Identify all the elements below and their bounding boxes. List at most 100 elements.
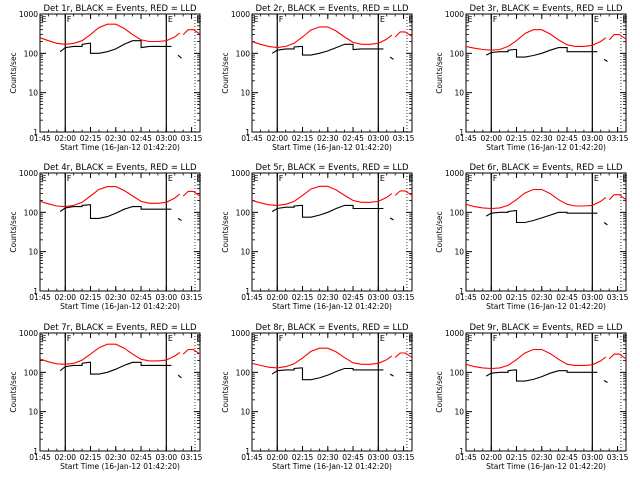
- panel-7-x-tick-label: 03:00: [156, 453, 178, 462]
- panel-7: Det 7r, BLACK = Events, RED = LLD 1 10 100 1…: [9, 323, 203, 471]
- panel-1-x-tick-label: 03:15: [181, 134, 203, 143]
- panel-9-x-tick-label: 02:00: [480, 453, 502, 462]
- panel-9-y-tick-label: 10: [454, 408, 464, 417]
- panel-4-x-tick-label: 02:15: [80, 293, 102, 302]
- panel-8-edge-marker-label: E: [408, 334, 413, 343]
- panel-5-series-4-line: [389, 217, 394, 221]
- panel-2: Det 2r, BLACK = Events, RED = LLD 1 10 100 1…: [221, 4, 415, 152]
- panel-3-series-3-line: [485, 47, 598, 58]
- panel-2-x-tick-label: 03:00: [368, 134, 390, 143]
- panel-9-x-tick-label: 03:15: [607, 453, 629, 462]
- panel-2-y-tick-label: 100: [236, 49, 251, 58]
- panel-5-series-3-line: [271, 204, 384, 218]
- panel-5-marker-label: E: [380, 174, 385, 183]
- panel-3-edge-marker-label: E: [622, 15, 627, 24]
- panel-9: Det 9r, BLACK = Events, RED = LLD 1 10 100 1…: [435, 323, 629, 471]
- panel-9-x-tick-label: 03:00: [582, 453, 604, 462]
- panel-5-edge-marker-label: E: [254, 174, 259, 183]
- panel-1-x-tick-label: 02:15: [80, 134, 102, 143]
- panel-9-y-tick-label: 1: [459, 447, 464, 456]
- panel-9-axes-frame: [465, 332, 627, 452]
- panel-3-axes-frame: [465, 13, 627, 133]
- panel-9-y-tick-label: 100: [450, 368, 465, 377]
- panel-7-x-tick-label: 02:00: [54, 453, 76, 462]
- panel-8-y-tick-label: 10: [240, 408, 250, 417]
- panel-4-x-tick-label: 02:45: [130, 293, 152, 302]
- panel-8-x-tick-label: 01:45: [241, 453, 263, 462]
- panel-9-title: Det 9r, BLACK = Events, RED = LLD: [469, 323, 623, 333]
- panel-1-x-tick-label: 02:45: [130, 134, 152, 143]
- panel-7-y-tick-label: 1: [33, 447, 38, 456]
- panel-3-x-tick-label: 02:30: [531, 134, 553, 143]
- panel-3-y-tick-label: 100: [450, 49, 465, 58]
- panel-9-y-tick-label: 1000: [445, 329, 464, 338]
- panel-3-title: Det 3r, BLACK = Events, RED = LLD: [469, 4, 623, 14]
- panel-6-y-tick-label: 10: [454, 248, 464, 257]
- panel-1-x-tick-label: 01:45: [29, 134, 51, 143]
- panel-2-series-2-line: [394, 31, 413, 38]
- panel-8-y-axis-label: Counts/sec: [221, 371, 230, 412]
- panel-9-x-tick-label: 01:45: [455, 453, 477, 462]
- panel-9-x-tick-label: 02:45: [556, 453, 578, 462]
- panel-7-x-tick-label: 01:45: [29, 453, 51, 462]
- panel-4-y-tick-label: 100: [24, 208, 39, 217]
- panel-8-marker-label: F: [279, 334, 284, 343]
- panel-3-y-tick-label: 1: [459, 128, 464, 137]
- panel-6-x-tick-label: 01:45: [455, 293, 477, 302]
- panel-2-x-axis-label: Start Time (16-Jan-12 01:42:20): [272, 143, 392, 152]
- panel-9-edge-marker-label: E: [622, 334, 627, 343]
- panel-3-x-tick-label: 03:15: [607, 134, 629, 143]
- panel-3-series-1-line: [465, 29, 607, 51]
- panel-9-edge-marker-label: E: [468, 334, 473, 343]
- panel-9-marker-label: F: [493, 334, 498, 343]
- panel-7-y-tick-label: 100: [24, 368, 39, 377]
- panel-9-marker-label: E: [594, 334, 599, 343]
- panel-2-axes-frame: [251, 13, 413, 133]
- panel-6-x-tick-label: 03:00: [582, 293, 604, 302]
- panel-6-series-2-line: [608, 194, 627, 201]
- panel-4-y-tick-label: 10: [28, 248, 38, 257]
- panel-7-marker-label: F: [67, 334, 72, 343]
- panel-1-y-tick-label: 10: [28, 89, 38, 98]
- panel-8-marker-label: E: [380, 334, 385, 343]
- panel-9-x-axis-label: Start Time (16-Jan-12 01:42:20): [486, 462, 606, 471]
- panel-1-edge-marker-label: E: [196, 15, 201, 24]
- panel-7-y-axis-label: Counts/sec: [9, 371, 18, 412]
- panel-7-title: Det 7r, BLACK = Events, RED = LLD: [43, 323, 197, 333]
- panel-8-x-tick-label: 02:15: [292, 453, 314, 462]
- panel-6-x-tick-label: 02:15: [506, 293, 528, 302]
- panel-2-x-tick-label: 02:30: [317, 134, 339, 143]
- panel-4-y-axis-label: Counts/sec: [9, 211, 18, 252]
- panel-6-series-1-line: [465, 188, 607, 210]
- panel-5-y-tick-label: 1000: [231, 169, 250, 178]
- panel-6-y-tick-label: 1000: [445, 169, 464, 178]
- panel-4-edge-marker-label: E: [196, 174, 201, 183]
- panel-6-x-tick-label: 03:15: [607, 293, 629, 302]
- panel-7-marker-label: E: [168, 334, 173, 343]
- panel-4-series-2-line: [182, 190, 201, 197]
- panel-2-x-tick-label: 02:00: [266, 134, 288, 143]
- panel-7-x-tick-label: 02:15: [80, 453, 102, 462]
- panel-2-x-tick-label: 01:45: [241, 134, 263, 143]
- panel-1-title: Det 1r, BLACK = Events, RED = LLD: [43, 4, 197, 14]
- panel-6-y-tick-label: 100: [450, 208, 465, 217]
- panel-4-series-1-line: [39, 186, 181, 208]
- panel-3-y-tick-label: 1000: [445, 10, 464, 19]
- panel-2-x-tick-label: 03:15: [393, 134, 415, 143]
- panel-8-series-4-line: [389, 373, 394, 377]
- panel-8-x-tick-label: 03:00: [368, 453, 390, 462]
- panel-5-x-tick-label: 02:45: [342, 293, 364, 302]
- panel-5: Det 5r, BLACK = Events, RED = LLD 1 10 100 1…: [221, 163, 415, 311]
- panel-5-series-1-line: [251, 185, 393, 206]
- panel-8-series-1-line: [251, 347, 393, 369]
- panel-6-x-tick-label: 02:45: [556, 293, 578, 302]
- panel-1-x-axis-label: Start Time (16-Jan-12 01:42:20): [60, 143, 180, 152]
- panel-7-edge-marker-label: E: [42, 334, 47, 343]
- panel-5-x-tick-label: 02:15: [292, 293, 314, 302]
- panel-6-marker-label: E: [594, 174, 599, 183]
- panel-4-x-tick-label: 03:00: [156, 293, 178, 302]
- panel-8-y-tick-label: 1: [245, 447, 250, 456]
- panel-2-edge-marker-label: E: [408, 15, 413, 24]
- panel-6-edge-marker-label: E: [622, 174, 627, 183]
